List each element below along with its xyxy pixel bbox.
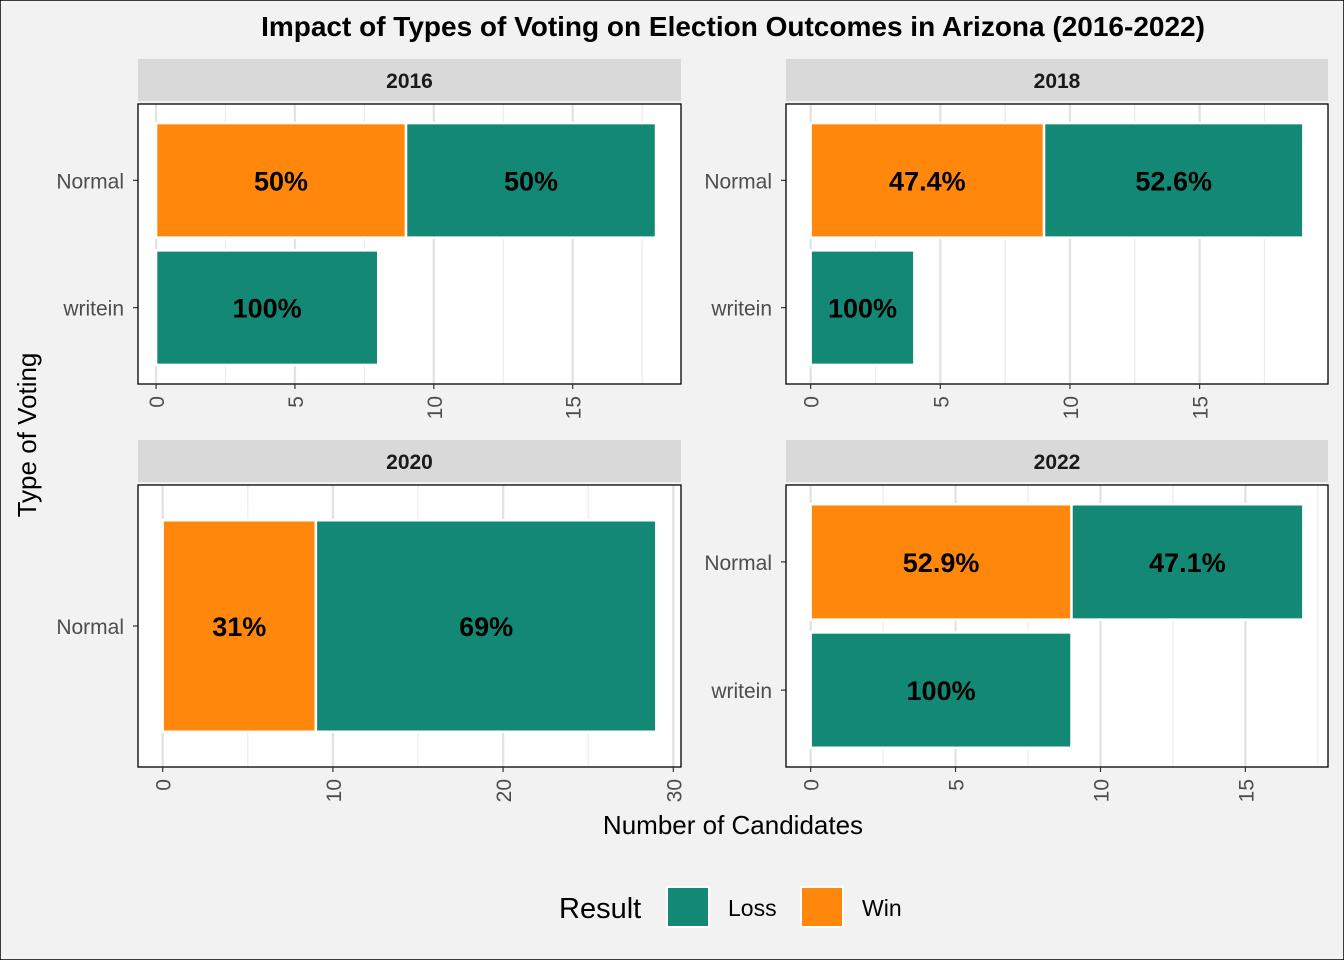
- bar-label: 100%: [828, 294, 897, 324]
- facet-panel-2020: 2020 Normal 31% 69% 0 10 20 30: [56, 440, 686, 802]
- bar-win: [161, 519, 318, 733]
- y-tick-label: Normal: [56, 170, 124, 193]
- bar-label: 50%: [254, 166, 308, 196]
- x-tick-label: 10: [424, 396, 447, 419]
- panel-border: [785, 103, 1329, 385]
- bar-loss: [809, 249, 916, 367]
- x-tick-label: 30: [663, 779, 686, 802]
- bar-label: 52.9%: [903, 548, 980, 578]
- legend-label-win: Win: [862, 895, 902, 921]
- facet-title: 2020: [386, 451, 433, 474]
- y-tick-label: Normal: [704, 552, 772, 575]
- legend-key-loss: [666, 886, 710, 928]
- facet-panel-2016: 2016 Normal 50% 50% writein 100% 0 5 10 15: [56, 59, 682, 419]
- bar-loss: [314, 519, 658, 733]
- panel-border: [785, 484, 1329, 768]
- panel-border: [137, 484, 682, 768]
- legend-label-loss: Loss: [728, 895, 777, 921]
- x-tick-label: 15: [563, 396, 586, 419]
- y-axis-title: Type of Voting: [12, 353, 42, 518]
- y-tick-label: writein: [62, 298, 124, 321]
- x-tick-label: 10: [1090, 779, 1113, 802]
- x-tick-label: 20: [493, 779, 516, 802]
- legend-key-win: [800, 886, 844, 928]
- bar-loss: [154, 249, 380, 367]
- facet-strip: [138, 440, 681, 482]
- legend: Result Loss Win: [559, 886, 902, 928]
- x-tick-label: 10: [323, 779, 346, 802]
- facet-panel-2022: 2022 Normal 52.9% 47.1% writein 100% 0 5 10 15: [704, 440, 1329, 802]
- facet-title: 2018: [1034, 70, 1081, 93]
- bar-label: 47.4%: [889, 166, 966, 196]
- bar-label: 50%: [504, 166, 558, 196]
- panel-border: [137, 103, 682, 385]
- x-tick-label: 5: [930, 396, 953, 408]
- chart-title: Impact of Types of Voting on Election Ou…: [261, 11, 1205, 42]
- facet-strip: [786, 440, 1328, 482]
- bar-win: [809, 121, 1046, 239]
- bar-loss: [1070, 502, 1305, 621]
- x-tick-label: 5: [285, 396, 308, 408]
- y-tick-label: writein: [710, 680, 772, 703]
- facet-strip: [138, 59, 681, 101]
- facet-panel-2018: 2018 Normal 47.4% 52.6% writein 100% 0 5 10 15: [704, 59, 1329, 419]
- bar-label: 100%: [233, 294, 302, 324]
- x-tick-label: 15: [1190, 396, 1213, 419]
- bar-win: [154, 121, 408, 239]
- x-tick-label: 15: [1235, 779, 1258, 802]
- x-tick-label: 0: [801, 396, 824, 408]
- x-tick-label: 10: [1060, 396, 1083, 419]
- bar-loss: [404, 121, 658, 239]
- bar-win: [809, 502, 1073, 621]
- bar-loss: [809, 631, 1073, 750]
- facet-title: 2016: [386, 70, 433, 93]
- y-tick-label: Normal: [704, 170, 772, 193]
- facet-title: 2022: [1034, 451, 1081, 474]
- facets-layer: 2016 Normal 50% 50% writein 100% 0 5 10 15 2018 Nor…: [56, 59, 1329, 802]
- x-tick-label: 0: [801, 779, 824, 791]
- x-tick-label: 0: [146, 396, 169, 408]
- bar-label: 52.6%: [1135, 166, 1212, 196]
- bar-label: 100%: [907, 676, 976, 706]
- x-tick-label: 0: [153, 779, 176, 791]
- bar-label: 31%: [212, 612, 266, 642]
- y-tick-label: writein: [710, 298, 772, 321]
- bar-loss: [1042, 121, 1305, 239]
- x-axis-title: Number of Candidates: [603, 810, 863, 840]
- bar-label: 69%: [459, 612, 513, 642]
- legend-title: Result: [559, 893, 641, 925]
- bar-label: 47.1%: [1149, 548, 1226, 578]
- facet-strip: [786, 59, 1328, 101]
- y-tick-label: Normal: [56, 616, 124, 639]
- x-tick-label: 5: [946, 779, 969, 791]
